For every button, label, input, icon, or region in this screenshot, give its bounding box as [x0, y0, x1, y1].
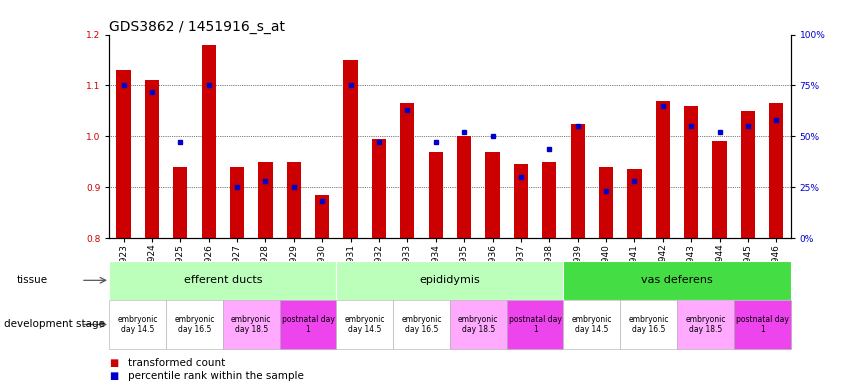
Text: postnatal day
1: postnatal day 1 — [282, 315, 335, 334]
Bar — [393, 300, 450, 349]
Text: percentile rank within the sample: percentile rank within the sample — [128, 371, 304, 381]
Bar — [173, 167, 188, 238]
Text: epididymis: epididymis — [420, 275, 480, 285]
Bar — [166, 300, 223, 349]
Text: development stage: development stage — [4, 319, 105, 329]
Bar — [514, 164, 528, 238]
Text: embryonic
day 16.5: embryonic day 16.5 — [174, 315, 214, 334]
Bar — [223, 300, 279, 349]
Bar — [230, 167, 244, 238]
Bar — [343, 60, 357, 238]
Bar — [712, 141, 727, 238]
Text: embryonic
day 14.5: embryonic day 14.5 — [118, 315, 158, 334]
Bar — [450, 300, 506, 349]
Text: ■: ■ — [109, 358, 119, 368]
Bar — [109, 261, 336, 300]
Bar — [733, 300, 791, 349]
Text: embryonic
day 14.5: embryonic day 14.5 — [572, 315, 612, 334]
Text: postnatal day
1: postnatal day 1 — [509, 315, 562, 334]
Bar — [287, 162, 301, 238]
Text: efferent ducts: efferent ducts — [183, 275, 262, 285]
Bar — [457, 136, 471, 238]
Bar — [336, 261, 563, 300]
Text: embryonic
day 18.5: embryonic day 18.5 — [231, 315, 272, 334]
Bar — [656, 101, 670, 238]
Text: transformed count: transformed count — [128, 358, 225, 368]
Bar — [506, 300, 563, 349]
Text: ■: ■ — [109, 371, 119, 381]
Bar — [258, 162, 272, 238]
Bar — [563, 300, 620, 349]
Bar — [485, 152, 500, 238]
Bar — [109, 300, 166, 349]
Bar — [627, 169, 642, 238]
Bar — [116, 70, 130, 238]
Bar — [770, 103, 784, 238]
Bar — [400, 103, 415, 238]
Text: embryonic
day 16.5: embryonic day 16.5 — [401, 315, 442, 334]
Bar — [372, 139, 386, 238]
Text: GDS3862 / 1451916_s_at: GDS3862 / 1451916_s_at — [109, 20, 285, 33]
Text: tissue: tissue — [17, 275, 48, 285]
Bar — [279, 300, 336, 349]
Text: embryonic
day 18.5: embryonic day 18.5 — [685, 315, 726, 334]
Bar — [202, 45, 216, 238]
Bar — [599, 167, 613, 238]
Text: postnatal day
1: postnatal day 1 — [736, 315, 789, 334]
Bar — [570, 124, 584, 238]
Bar — [684, 106, 698, 238]
Bar — [741, 111, 755, 238]
Text: vas deferens: vas deferens — [641, 275, 713, 285]
Text: embryonic
day 18.5: embryonic day 18.5 — [458, 315, 499, 334]
Text: embryonic
day 14.5: embryonic day 14.5 — [345, 315, 385, 334]
Bar — [315, 195, 330, 238]
Bar — [429, 152, 443, 238]
Text: embryonic
day 16.5: embryonic day 16.5 — [628, 315, 669, 334]
Bar — [620, 300, 677, 349]
Bar — [145, 80, 159, 238]
Bar — [677, 300, 733, 349]
Bar — [563, 261, 791, 300]
Bar — [336, 300, 393, 349]
Bar — [542, 162, 557, 238]
